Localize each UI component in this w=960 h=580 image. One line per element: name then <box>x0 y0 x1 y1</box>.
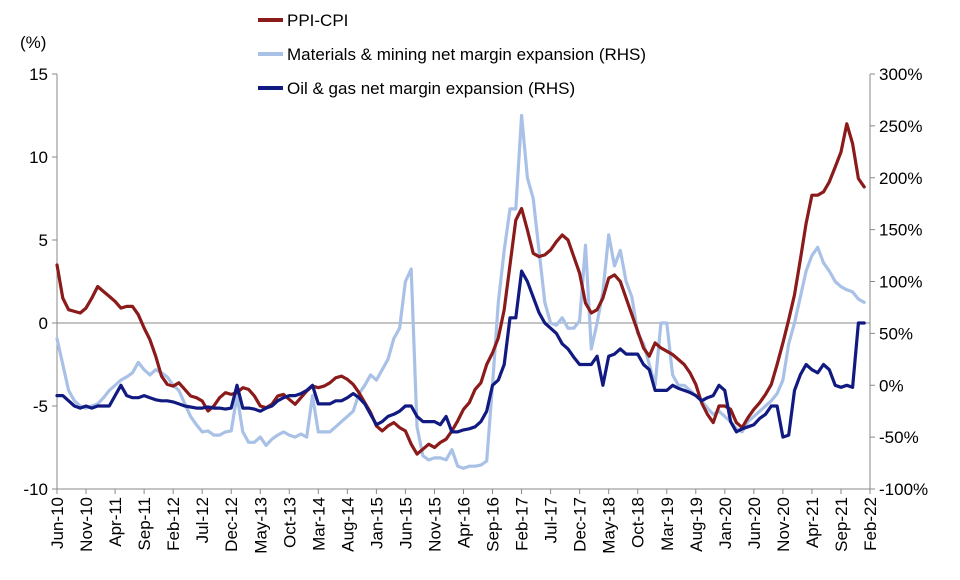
x-tick-label: Mar-14 <box>309 497 328 551</box>
left-tick-label: 0 <box>39 314 48 333</box>
x-tick-label: Sep-11 <box>135 497 154 551</box>
left-tick-label: 10 <box>29 148 48 167</box>
series-layer <box>55 113 866 470</box>
x-tick-label: Jun-10 <box>48 497 67 549</box>
x-tick-label: Mar-19 <box>658 497 677 551</box>
series-line-2 <box>55 269 866 439</box>
left-axis: 15 10 5 0 -5 -10 <box>23 65 58 499</box>
x-tick-label: Feb-12 <box>164 497 183 551</box>
x-tick-label: Oct-18 <box>629 497 648 548</box>
x-tick-label: Feb-17 <box>513 497 532 551</box>
x-tick-label: Oct-13 <box>280 497 299 548</box>
legend: PPI-CPI Materials & mining net margin exp… <box>258 11 646 98</box>
right-tick-label: -100% <box>879 480 928 499</box>
x-tick-label: Jul-17 <box>542 497 561 543</box>
x-tick-label: Feb-22 <box>861 497 880 551</box>
right-tick-label: 250% <box>879 117 922 136</box>
x-tick-label: Nov-10 <box>77 497 96 552</box>
left-tick-label: 15 <box>29 65 48 84</box>
x-tick-label: Sep-21 <box>832 497 851 552</box>
right-tick-label: 200% <box>879 169 922 188</box>
x-tick-label: Sep-16 <box>484 497 503 552</box>
right-axis: 300% 250% 200% 150% 100% 50% 0% -50% -100% <box>869 65 928 499</box>
legend-label: PPI-CPI <box>287 11 348 30</box>
x-tick-label: Nov-20 <box>774 497 793 552</box>
x-tick-label: Jan-15 <box>367 497 386 549</box>
x-tick-label: Jun-20 <box>745 497 764 549</box>
x-tick-label: Jan-20 <box>716 497 735 549</box>
right-tick-label: 150% <box>879 221 922 240</box>
right-tick-label: 50% <box>879 324 913 343</box>
left-tick-label: -10 <box>23 480 48 499</box>
left-tick-label: -5 <box>33 397 48 416</box>
x-tick-label: Jun-15 <box>396 497 415 549</box>
x-tick-label: Nov-15 <box>425 497 444 552</box>
right-tick-label: 100% <box>879 273 922 292</box>
x-axis: Jun-10 Nov-10 Apr-11 Sep-11 Feb-12 Jul-12 Dec-… <box>48 488 880 554</box>
left-axis-unit-label: (%) <box>20 33 46 52</box>
x-tick-label: Aug-19 <box>687 497 706 552</box>
x-tick-label: May-18 <box>600 497 619 554</box>
x-tick-label: Dec-17 <box>571 497 590 552</box>
right-tick-label: 0% <box>879 376 904 395</box>
x-tick-label: May-13 <box>251 497 270 554</box>
x-tick-label: Apr-16 <box>455 497 474 548</box>
left-tick-label: 5 <box>39 231 48 250</box>
x-tick-label: Dec-12 <box>222 497 241 552</box>
x-tick-label: Aug-14 <box>338 497 357 552</box>
right-tick-label: -50% <box>879 428 919 447</box>
x-tick-label: Apr-21 <box>803 497 822 548</box>
legend-label: Materials & mining net margin expansion … <box>287 45 646 64</box>
legend-label: Oil & gas net margin expansion (RHS) <box>287 79 575 98</box>
right-tick-label: 300% <box>879 65 922 84</box>
x-tick-label: Apr-11 <box>106 497 125 547</box>
x-tick-label: Jul-12 <box>193 497 212 543</box>
